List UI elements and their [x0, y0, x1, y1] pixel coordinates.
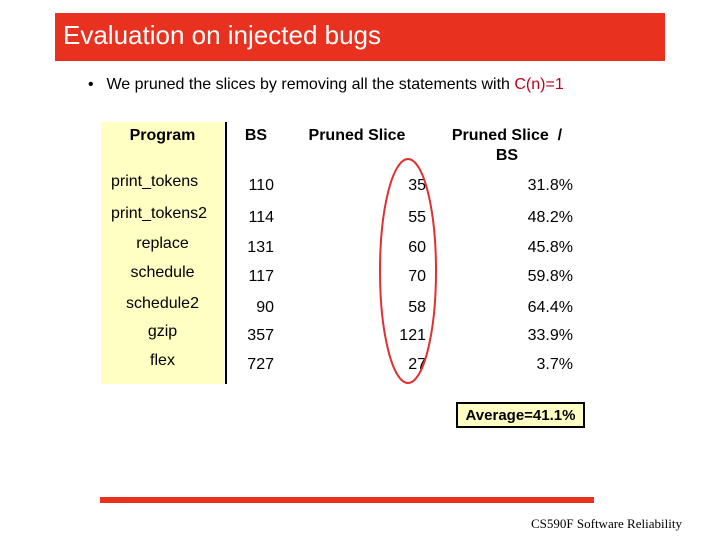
header-ratio-line2: BS	[495, 147, 519, 164]
cell-pruned-slice: 58	[408, 299, 426, 316]
cell-pruned-slice: 35	[408, 177, 426, 194]
header-pruned-slice: Pruned Slice	[308, 127, 406, 144]
cell-pruned-slice: 55	[408, 209, 426, 226]
cell-program: schedule2	[126, 295, 199, 312]
cell-ratio: 31.8%	[527, 177, 573, 194]
footer-line	[100, 497, 594, 503]
footer-text: CS590F Software Reliability	[531, 516, 682, 531]
cell-program: flex	[150, 352, 175, 369]
cell-pruned-slice: 60	[408, 239, 426, 256]
cell-bs: 90	[256, 299, 274, 316]
table-divider	[225, 122, 227, 384]
cell-bs: 357	[247, 327, 274, 344]
cell-program: schedule	[130, 264, 195, 281]
cell-bs: 727	[247, 356, 274, 373]
cell-ratio: 64.4%	[527, 299, 573, 316]
slide-title: Evaluation on injected bugs	[63, 20, 382, 50]
program-column-highlight	[101, 122, 224, 384]
cell-ratio: 45.8%	[527, 239, 573, 256]
highlight-ellipse	[379, 158, 437, 384]
header-bs: BS	[244, 127, 268, 144]
cell-program: print_tokens	[111, 173, 199, 190]
bullet-condition: C(n)=1	[514, 76, 564, 93]
cell-bs: 117	[248, 268, 274, 285]
cell-ratio: 3.7%	[536, 356, 573, 373]
title-bar: Evaluation on injected bugs	[55, 13, 665, 61]
header-program: Program	[129, 127, 196, 144]
cell-ratio: 48.2%	[527, 209, 573, 226]
cell-program: replace	[136, 235, 189, 252]
cell-bs: 110	[248, 177, 274, 194]
average-box: Average=41.1%	[456, 402, 585, 428]
cell-bs: 114	[248, 209, 274, 226]
cell-ratio: 33.9%	[527, 327, 573, 344]
bullet-text: We pruned the slices by removing all the…	[106, 76, 510, 93]
cell-pruned-slice: 121	[399, 327, 426, 344]
cell-bs: 131	[247, 239, 274, 256]
cell-pruned-slice: 70	[408, 268, 426, 285]
cell-program: gzip	[147, 323, 178, 340]
cell-ratio: 59.8%	[527, 268, 573, 285]
bullet-point: • We pruned the slices by removing all t…	[88, 76, 564, 94]
bullet-icon: •	[88, 76, 94, 93]
header-ratio-line1: Pruned Slice /	[451, 127, 563, 144]
cell-program: print_tokens2	[111, 205, 208, 222]
